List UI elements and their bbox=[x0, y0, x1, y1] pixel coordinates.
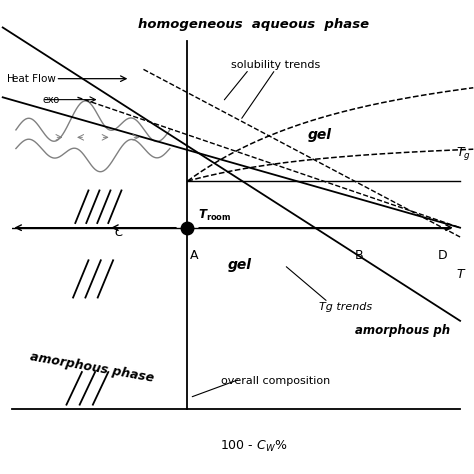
Text: gel: gel bbox=[307, 128, 331, 142]
Text: Tg trends: Tg trends bbox=[319, 302, 373, 312]
Text: gel: gel bbox=[228, 258, 252, 272]
Text: homogeneous  aqueous  phase: homogeneous aqueous phase bbox=[138, 18, 369, 31]
Text: overall composition: overall composition bbox=[221, 376, 330, 386]
Text: H: H bbox=[7, 73, 15, 84]
Text: eat Flow: eat Flow bbox=[11, 73, 55, 84]
Text: B: B bbox=[355, 249, 363, 262]
Text: $\bfit{T}_{\mathbf{room}}$: $\bfit{T}_{\mathbf{room}}$ bbox=[199, 208, 232, 223]
Text: C: C bbox=[115, 226, 124, 239]
Text: 100 - $C_W$%: 100 - $C_W$% bbox=[220, 439, 287, 454]
Text: $T_g$: $T_g$ bbox=[456, 145, 471, 162]
Text: $T$: $T$ bbox=[456, 268, 466, 281]
Text: A: A bbox=[190, 249, 198, 262]
Text: D: D bbox=[438, 249, 447, 262]
Text: solubility trends: solubility trends bbox=[231, 60, 320, 70]
Text: exo: exo bbox=[42, 95, 60, 105]
Text: amorphous ph: amorphous ph bbox=[355, 324, 450, 337]
Text: amorphous phase: amorphous phase bbox=[29, 350, 155, 385]
